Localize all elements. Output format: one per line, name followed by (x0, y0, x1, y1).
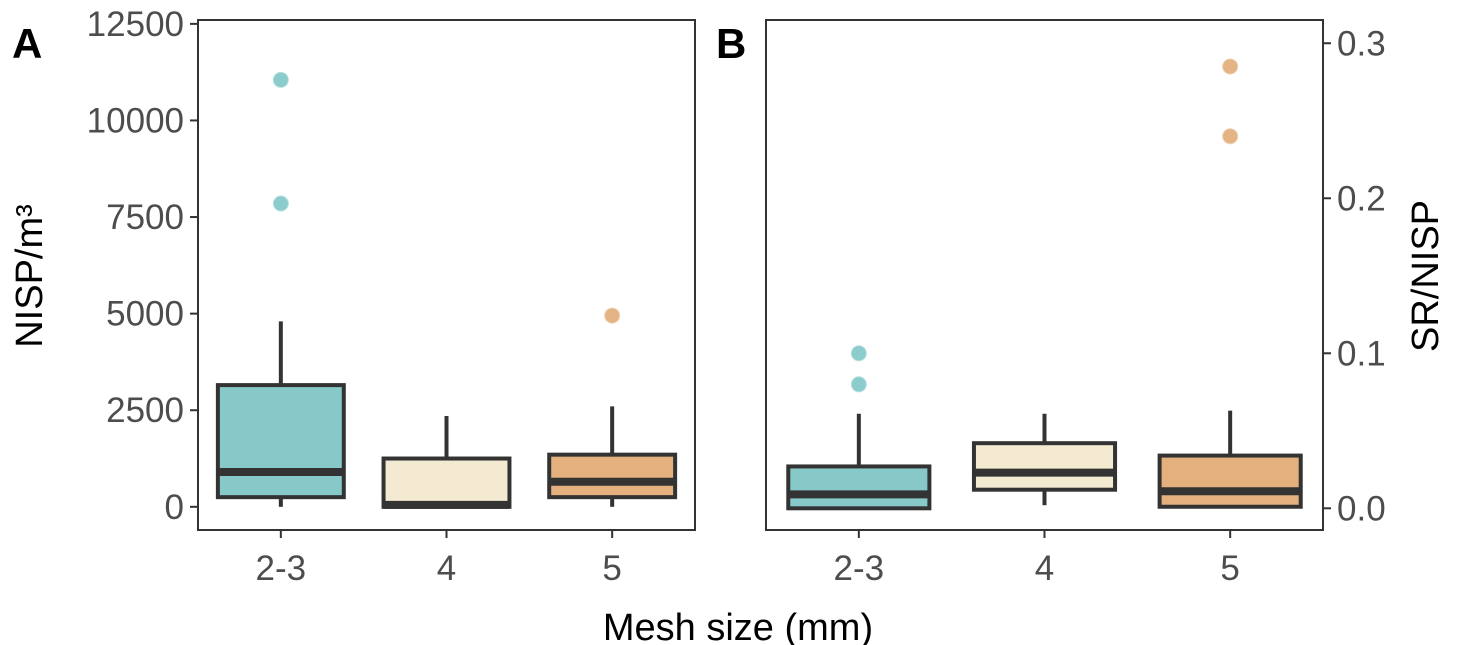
panel-a-box (215, 383, 346, 500)
panel-b-y-tick-label: 0.1 (1337, 334, 1386, 373)
panel-b-outlier-point (1222, 128, 1239, 145)
panel-b-outlier-point (850, 376, 867, 393)
panel-a-y-tick-label: 5000 (106, 295, 184, 334)
panel-b-y-axis-title: SR/NISP (1405, 200, 1447, 352)
panel-a-y-tick-label: 10000 (87, 101, 184, 140)
panel-a-x-tick-label: 4 (437, 549, 456, 588)
panel-b-y-tick-label: 0.3 (1337, 24, 1386, 63)
panel-a-outlier-point (604, 307, 621, 324)
panel-a-box (381, 456, 512, 509)
panel-a-label: A (12, 20, 42, 67)
panel-b-x-tick-label: 2-3 (834, 549, 885, 588)
panel-a-y-tick-label: 7500 (106, 198, 184, 237)
panel-b-y-tick-label: 0.2 (1337, 179, 1386, 218)
panel-b-y-tick-label: 0.0 (1337, 489, 1386, 528)
panel-b-box (971, 441, 1118, 492)
panel-a-y-tick-label: 12500 (87, 5, 184, 44)
panel-a-y-tick-label: 0 (165, 488, 184, 527)
panel-a-y-axis-title: NISP/m³ (9, 204, 51, 348)
panel-a-y-tick-label: 2500 (106, 391, 184, 430)
panel-b-outlier-point (850, 345, 867, 362)
panel-a-outlier-point (272, 71, 289, 88)
panel-a-outlier-point (272, 195, 289, 212)
panel-a-box (547, 452, 678, 500)
panel-b-x-tick-label: 4 (1035, 549, 1054, 588)
x-axis-title: Mesh size (mm) (603, 607, 873, 645)
panel-b-sr-per-nisp: B 0.0 0.1 0.2 0.3 2-3 4 5 SR/NISP (716, 19, 1447, 588)
panel-a-x-tick-label: 5 (602, 549, 621, 588)
panel-b-box (1157, 453, 1303, 509)
panel-b-x-tick-label: 5 (1220, 549, 1239, 588)
panel-a-x-tick-label: 2-3 (256, 549, 307, 588)
panel-b-box (786, 464, 932, 511)
panel-b-label: B (716, 20, 746, 67)
panel-a-plot-area: 0 2500 5000 7500 10000 12500 2-3 4 5 (87, 5, 696, 588)
panel-b-plot-area: 0.0 0.1 0.2 0.3 2-3 4 5 (765, 19, 1386, 588)
panel-b-outlier-point (1222, 58, 1239, 75)
panel-a-nisp-per-m3: A 0 2500 5000 7500 10000 12500 2-3 4 5 NISP/m³ (9, 5, 696, 588)
